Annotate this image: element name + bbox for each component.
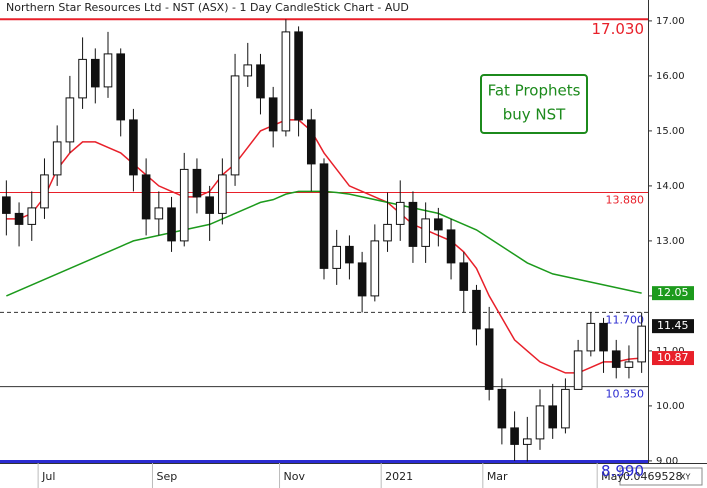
candle-body — [332, 245, 342, 269]
candle-body — [167, 207, 176, 242]
candle-body — [205, 196, 214, 214]
x-tick-label: Sep — [156, 470, 177, 483]
candle-body — [243, 64, 253, 77]
level-label: 10.350 — [606, 388, 645, 401]
candle-body — [421, 218, 430, 247]
y-tick-label: 10.00 — [656, 401, 685, 412]
candle-body — [90, 58, 100, 88]
candle-body — [497, 388, 507, 429]
candle-body — [103, 53, 113, 88]
x-tick-label: May — [601, 470, 624, 483]
y-tick-label: 13.00 — [656, 236, 685, 247]
last-value-tag — [652, 319, 694, 334]
candle-body — [446, 229, 456, 264]
corner-value: 0.0469528 — [623, 470, 683, 483]
candle-body — [357, 262, 367, 297]
candle-body — [78, 58, 87, 99]
candle-body — [522, 438, 532, 445]
level-label: 11.700 — [606, 313, 645, 326]
candle-body — [294, 31, 303, 121]
candle-body — [459, 262, 469, 291]
candle-body — [2, 196, 11, 214]
candle-body — [586, 322, 596, 352]
candle-body — [218, 174, 227, 214]
level-label: 8.990 — [601, 462, 644, 480]
candle-body — [408, 201, 418, 247]
candle-body — [281, 31, 291, 132]
candle-body — [319, 163, 329, 269]
candle-body — [14, 212, 24, 225]
candle-body — [370, 240, 380, 297]
candle-body — [637, 325, 646, 363]
last-value-label: 10.87 — [657, 351, 689, 364]
candle-body — [230, 75, 240, 176]
y-tick-label: 14.00 — [656, 181, 685, 192]
candle-body — [510, 427, 519, 445]
last-value-tag — [652, 286, 694, 301]
candle-body — [624, 361, 634, 368]
candle-body — [65, 97, 75, 143]
candle-body — [573, 350, 583, 390]
annotation-line: buy NST — [503, 106, 566, 124]
level-label: 13.880 — [606, 194, 645, 207]
candle-body — [561, 388, 570, 429]
moving-average — [6, 119, 642, 374]
candle-body — [192, 168, 202, 198]
x-tick-label: Nov — [284, 470, 306, 483]
candle-body — [141, 174, 151, 220]
candle-body — [395, 201, 405, 225]
candle-body — [306, 119, 316, 165]
annotation-box — [480, 74, 588, 134]
candle-body — [611, 350, 621, 368]
level-label: 17.030 — [592, 20, 645, 38]
y-tick-label: 9.00 — [656, 456, 678, 467]
candle-body — [256, 64, 265, 99]
candle-body — [472, 289, 481, 330]
last-value-tag — [652, 351, 694, 366]
candle-body — [268, 97, 278, 132]
candle-body — [535, 405, 545, 440]
x-tick-label: Mar — [487, 470, 508, 483]
candle-body — [154, 207, 164, 220]
last-value-label: 11.45 — [657, 319, 689, 332]
y-tick-label: 15.00 — [656, 126, 685, 137]
candle-body — [116, 53, 126, 121]
chart-title: Northern Star Resources Ltd - NST (ASX) … — [6, 1, 409, 14]
candle-body — [484, 328, 494, 390]
corner-box — [619, 467, 703, 486]
candle-body — [129, 119, 138, 176]
candle-body — [345, 245, 354, 264]
x-tick-label: 2021 — [385, 470, 413, 483]
candle-body — [383, 223, 392, 242]
y-tick-label: 16.00 — [656, 71, 685, 82]
x-tick-label: Jul — [41, 470, 55, 483]
candle-body — [548, 405, 558, 429]
candle-body — [40, 174, 49, 209]
candle-body — [599, 322, 608, 352]
candle-body — [434, 218, 443, 231]
candle-body — [27, 207, 37, 225]
annotation-line: Fat Prophets — [488, 82, 581, 100]
y-tick-label: 17.00 — [656, 16, 685, 27]
last-value-label: 12.05 — [657, 286, 689, 299]
candle-body — [179, 168, 189, 242]
candle-body — [52, 141, 62, 176]
corner-icon: XY — [680, 473, 690, 482]
